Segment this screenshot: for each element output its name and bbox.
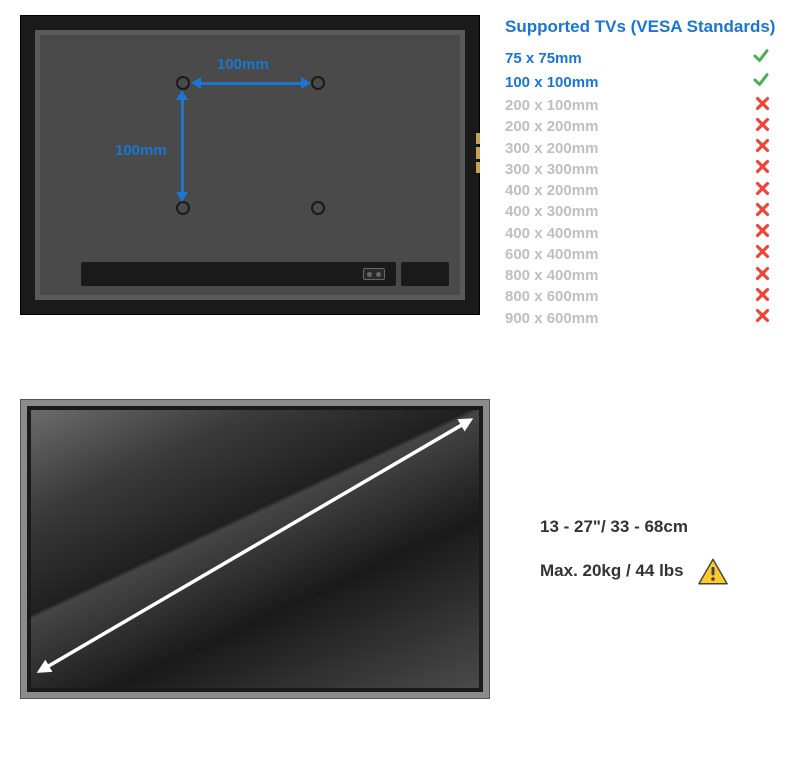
power-port bbox=[363, 268, 385, 280]
size-range: 13 - 27"/ 33 - 68cm bbox=[540, 514, 780, 540]
mount-hole-bl bbox=[176, 201, 190, 215]
vesa-row: 200 x 200mm bbox=[505, 117, 780, 138]
cross-icon bbox=[755, 117, 770, 132]
vesa-row: 200 x 100mm bbox=[505, 96, 780, 117]
tv-front-diagram bbox=[20, 399, 490, 699]
cross-icon bbox=[755, 96, 770, 111]
vesa-row-label: 300 x 200mm bbox=[505, 139, 598, 159]
cross-icon bbox=[755, 266, 770, 281]
vesa-row-label: 400 x 300mm bbox=[505, 202, 598, 222]
vesa-row-label: 400 x 400mm bbox=[505, 224, 598, 244]
bottom-panel bbox=[81, 262, 396, 286]
vertical-dimension-label: 100mm bbox=[115, 142, 167, 159]
check-icon bbox=[752, 47, 770, 65]
cross-icon bbox=[755, 244, 770, 259]
cross-icon bbox=[755, 202, 770, 217]
vesa-row-label: 600 x 400mm bbox=[505, 245, 598, 265]
vesa-row-label: 800 x 400mm bbox=[505, 266, 598, 286]
vesa-row-label: 200 x 200mm bbox=[505, 117, 598, 137]
vesa-row: 300 x 300mm bbox=[505, 159, 780, 180]
cross-icon bbox=[755, 223, 770, 238]
check-icon bbox=[752, 71, 770, 89]
specs-block: 13 - 27"/ 33 - 68cm Max. 20kg / 44 lbs bbox=[540, 514, 780, 585]
vesa-row: 400 x 400mm bbox=[505, 223, 780, 244]
vesa-row: 800 x 400mm bbox=[505, 266, 780, 287]
vesa-row: 400 x 200mm bbox=[505, 181, 780, 202]
vesa-row-label: 300 x 300mm bbox=[505, 160, 598, 180]
side-ports bbox=[476, 133, 480, 173]
vesa-row: 300 x 200mm bbox=[505, 138, 780, 159]
vesa-row: 600 x 400mm bbox=[505, 244, 780, 265]
diagonal-measurement-arrow bbox=[34, 413, 476, 678]
vesa-row: 800 x 600mm bbox=[505, 287, 780, 308]
mount-hole-br bbox=[311, 201, 325, 215]
vesa-table: Supported TVs (VESA Standards) 75 x 75mm… bbox=[505, 15, 780, 329]
vesa-row: 900 x 600mm bbox=[505, 308, 780, 329]
cross-icon bbox=[755, 138, 770, 153]
vesa-row-label: 100 x 100mm bbox=[505, 73, 598, 93]
max-weight: Max. 20kg / 44 lbs bbox=[540, 558, 684, 584]
vertical-dimension-arrow bbox=[181, 98, 184, 194]
vesa-row-label: 800 x 600mm bbox=[505, 287, 598, 307]
mount-hole-tr bbox=[311, 76, 325, 90]
tv-rear-diagram: 100mm 100mm bbox=[20, 15, 480, 315]
side-slot bbox=[401, 262, 449, 286]
vesa-row-label: 200 x 100mm bbox=[505, 96, 598, 116]
vesa-row: 400 x 300mm bbox=[505, 202, 780, 223]
vesa-row: 100 x 100mm bbox=[505, 71, 780, 95]
warning-icon bbox=[698, 558, 728, 585]
horizontal-dimension-arrow bbox=[199, 82, 303, 85]
cross-icon bbox=[755, 159, 770, 174]
mount-hole-tl bbox=[176, 76, 190, 90]
vesa-row-label: 75 x 75mm bbox=[505, 49, 582, 69]
vesa-header: Supported TVs (VESA Standards) bbox=[505, 17, 780, 37]
horizontal-dimension-label: 100mm bbox=[217, 56, 269, 73]
vesa-row-label: 900 x 600mm bbox=[505, 309, 598, 329]
vesa-row-label: 400 x 200mm bbox=[505, 181, 598, 201]
cross-icon bbox=[755, 287, 770, 302]
cross-icon bbox=[755, 181, 770, 196]
cross-icon bbox=[755, 308, 770, 323]
vesa-row: 75 x 75mm bbox=[505, 47, 780, 71]
